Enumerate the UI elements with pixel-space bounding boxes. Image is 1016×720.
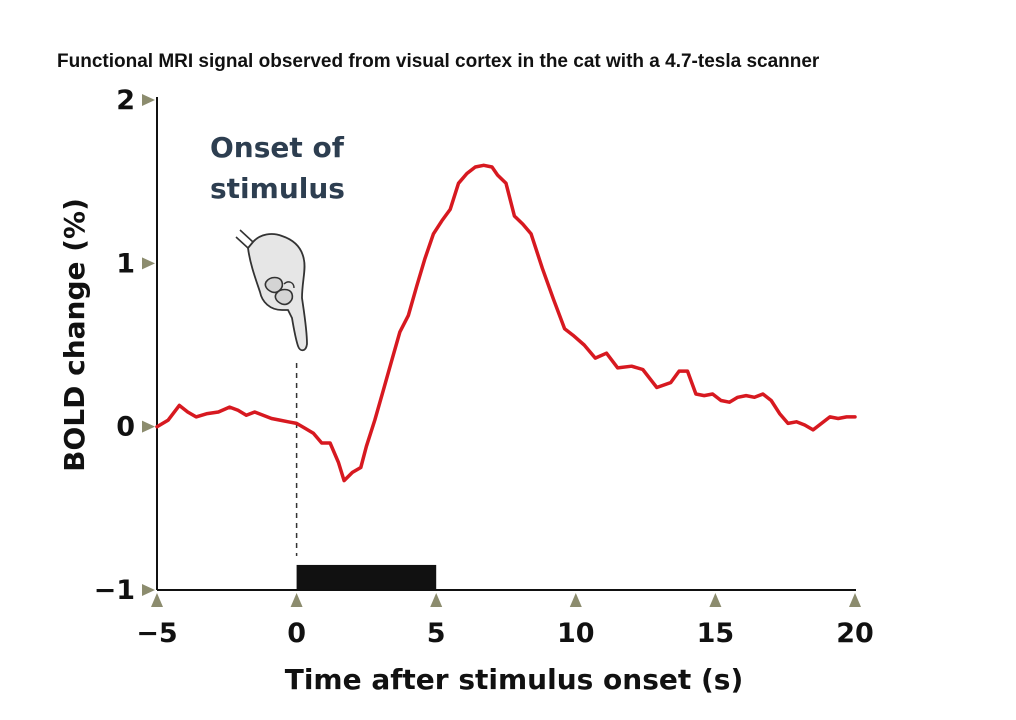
y-tick-marker (142, 420, 155, 433)
onset-label-line2: stimulus (210, 172, 345, 205)
onset-annotation: Onset of stimulus (210, 131, 437, 590)
x-tick-label: 5 (427, 618, 446, 649)
series-line-bold-signal (155, 163, 857, 483)
y-axis-label: BOLD change (%) (58, 198, 91, 472)
y-tick-label: 1 (116, 248, 135, 279)
x-tick-marker (151, 593, 163, 607)
x-tick-group: −5 0 5 10 15 20 (136, 593, 874, 649)
x-tick-label: −5 (136, 618, 177, 649)
y-tick-marker (142, 94, 155, 106)
stimulus-duration-bar (296, 564, 437, 590)
y-tick-marker (142, 584, 155, 596)
chart-title: Functional MRI signal observed from visu… (57, 51, 820, 72)
x-tick-marker (290, 593, 303, 607)
y-tick-label: −1 (94, 575, 135, 606)
x-tick-label: 10 (557, 618, 595, 649)
onset-label-line1: Onset of (210, 131, 345, 164)
y-tick-marker (142, 257, 155, 270)
x-tick-marker (430, 593, 443, 607)
y-tick-label: 0 (116, 412, 135, 443)
y-tick-group: −1 0 1 2 (94, 85, 155, 606)
axes (156, 97, 856, 591)
x-tick-marker (709, 593, 722, 607)
x-tick-marker (569, 593, 582, 607)
x-tick-marker (849, 593, 861, 607)
x-axis-label: Time after stimulus onset (s) (285, 663, 744, 696)
x-tick-label: 0 (287, 618, 306, 649)
y-tick-label: 2 (116, 85, 135, 116)
x-tick-label: 15 (697, 618, 735, 649)
x-tick-label: 20 (836, 618, 874, 649)
pointing-hand-icon (235, 229, 308, 352)
